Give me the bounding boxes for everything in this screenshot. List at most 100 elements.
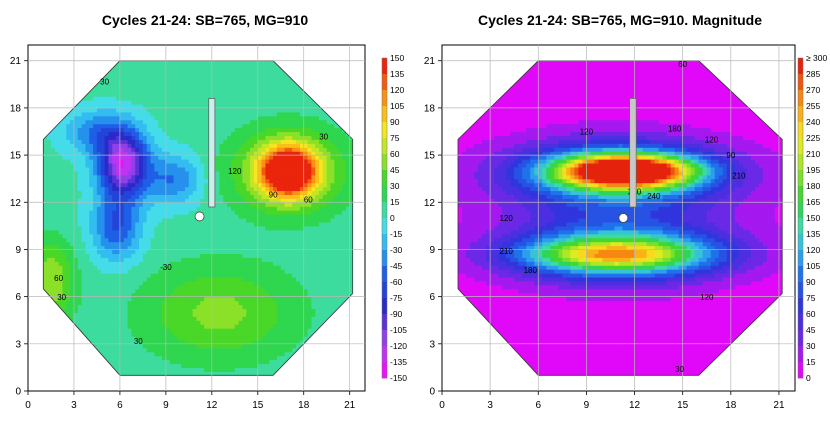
heat-cell — [154, 269, 159, 274]
heat-cell — [215, 332, 221, 337]
heat-cell — [169, 159, 175, 164]
heat-cell — [188, 273, 194, 278]
heat-cell — [93, 88, 98, 93]
heat-cell — [200, 92, 205, 97]
heat-cell — [253, 147, 259, 152]
heat-cell — [165, 332, 171, 337]
heat-cell — [177, 308, 182, 313]
heat-cell — [150, 162, 155, 168]
heat-cell — [135, 88, 140, 93]
heat-cell — [146, 324, 152, 329]
heat-cell — [204, 332, 209, 337]
heat-cell — [169, 292, 175, 298]
heat-cell — [47, 151, 52, 156]
heat-cell — [85, 178, 90, 184]
heat-cell — [165, 300, 171, 306]
heat-cell — [150, 261, 155, 266]
heat-cell — [165, 92, 171, 97]
heat-cell — [154, 182, 159, 188]
heat-cell — [89, 339, 94, 345]
heat-cell — [204, 324, 209, 329]
heat-cell — [119, 60, 125, 66]
heat-cell — [93, 312, 98, 317]
heat-cell — [207, 351, 213, 357]
heat-cell — [234, 292, 240, 298]
heat-cell — [204, 371, 209, 376]
heat-cell — [123, 103, 129, 109]
heat-cell — [169, 135, 175, 140]
heat-cell — [146, 253, 152, 258]
heat-cell — [104, 76, 110, 81]
heat-cell — [207, 335, 213, 341]
heat-cell — [204, 103, 209, 109]
heat-cell — [200, 324, 205, 329]
heat-cell — [104, 174, 110, 180]
heat-cell — [50, 147, 56, 152]
heat-cell — [165, 143, 171, 148]
heat-cell — [158, 245, 163, 251]
heat-cell — [108, 210, 113, 215]
heat-cell — [185, 60, 190, 66]
heat-cell — [81, 135, 87, 140]
heat-cell — [196, 332, 201, 337]
heat-cell — [108, 127, 113, 133]
heat-cell — [173, 269, 178, 274]
heat-cell — [146, 308, 152, 313]
heat-cell — [169, 343, 175, 349]
heat-cell — [131, 206, 136, 211]
heat-cell — [119, 68, 125, 74]
heat-cell — [169, 249, 175, 254]
heat-cell — [116, 265, 121, 270]
heat-cell — [162, 166, 167, 172]
heat-cell — [100, 127, 106, 133]
heat-cell — [131, 111, 136, 117]
heat-cell — [89, 312, 94, 317]
heat-cell — [246, 107, 251, 113]
heat-cell — [131, 347, 136, 353]
heat-cell — [185, 320, 190, 325]
heat-cell — [177, 343, 182, 349]
heat-cell — [93, 335, 98, 341]
heat-cell — [196, 162, 201, 168]
heat-cell — [89, 304, 94, 310]
heat-cell — [70, 221, 75, 227]
heat-cell — [230, 194, 236, 199]
heat-cell — [227, 92, 232, 97]
heat-cell — [162, 182, 167, 188]
heat-cell — [89, 115, 94, 121]
heat-cell — [246, 147, 251, 152]
heat-cell — [85, 328, 90, 333]
heat-cell — [181, 288, 186, 294]
heat-cell — [223, 174, 228, 180]
heat-cell — [165, 335, 171, 341]
heat-cell — [66, 210, 71, 215]
heat-cell — [70, 170, 75, 176]
heat-cell — [242, 363, 247, 369]
heat-cell — [96, 206, 102, 211]
heat-cell — [200, 127, 205, 133]
heat-cell — [219, 119, 224, 125]
heat-cell — [181, 265, 186, 270]
heat-cell — [123, 300, 129, 306]
heat-cell — [250, 332, 255, 337]
heat-cell — [177, 347, 182, 353]
heat-cell — [66, 253, 71, 258]
heat-cell — [188, 261, 194, 266]
heat-cell — [246, 367, 251, 372]
heat-cell — [181, 139, 186, 144]
heat-cell — [169, 100, 175, 105]
heat-cell — [165, 233, 171, 239]
heat-cell — [185, 96, 190, 101]
heat-cell — [146, 115, 152, 121]
heat-cell — [234, 280, 240, 286]
heat-cell — [242, 351, 247, 357]
heat-cell — [93, 198, 98, 203]
heat-cell — [119, 292, 125, 298]
heat-cell — [119, 115, 125, 121]
heat-cell — [227, 296, 232, 302]
heat-cell — [146, 190, 152, 196]
heat-cell — [192, 64, 198, 70]
heat-cell — [70, 135, 75, 140]
heat-cell — [146, 288, 152, 294]
heat-cell — [211, 210, 217, 215]
